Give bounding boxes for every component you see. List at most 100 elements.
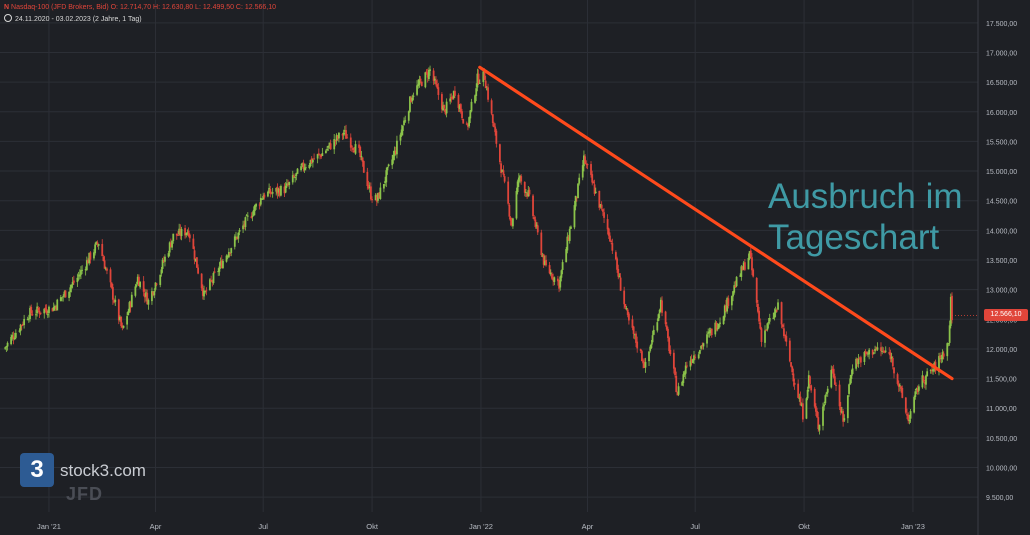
candle-body [283,186,286,194]
candle-body [84,269,87,271]
candle-body [418,79,421,85]
candle-body [549,272,552,275]
candle-body [909,411,912,419]
candle-body [709,329,712,333]
candle-body [881,351,884,353]
y-tick-label: 17.500,00 [986,21,1017,28]
candle-body [501,169,504,173]
candle-body [594,191,597,193]
candle-body [201,288,204,296]
candle-body [271,192,274,194]
candle-body [267,191,269,197]
candle-body [675,376,678,393]
candle-body [335,135,338,141]
x-tick-label: Jan '21 [37,522,61,531]
y-tick-label: 10.000,00 [986,466,1017,473]
candle-body [658,309,661,314]
candle-body [288,182,291,186]
candle-body [349,137,352,148]
candle-body [616,258,618,270]
candle-body [772,317,775,319]
candle-body [542,254,545,265]
candle-body [749,250,752,257]
x-tick-label: Jul [258,522,268,531]
candle-body [727,298,730,306]
y-tick-label: 14.500,00 [986,199,1017,206]
candle-body [527,190,530,197]
candle-body [707,332,710,334]
candle-body [864,351,867,354]
candle-body [801,403,804,420]
candle-body [43,308,46,314]
candle-body [495,130,498,144]
candle-body [316,154,319,159]
candle-body [682,374,685,384]
candle-body [89,252,92,260]
candle-body [295,172,298,176]
candle-body [561,262,564,270]
candle-body [665,325,668,330]
candle-body [444,109,447,114]
candle-body [270,192,273,194]
y-tick-label: 10.500,00 [986,436,1017,443]
candle-body [302,162,305,169]
candle-body [643,363,646,369]
candle-body [130,294,133,308]
candle-body [585,163,588,165]
candle-body [941,352,944,360]
breakout-annotation: Ausbruch im Tageschart [768,176,963,258]
candle-body [863,352,866,362]
candle-body [375,196,378,202]
candle-body [700,345,702,349]
candle-body [162,260,165,262]
candle-body [822,406,824,426]
candle-body [757,303,759,312]
candle-body [403,120,405,126]
candle-body [245,215,248,217]
candle-body [4,347,7,349]
y-tick-label: 11.500,00 [986,377,1017,384]
candle-body [465,123,468,125]
candle-body [459,104,462,113]
candle-body [485,88,488,90]
candle-body [901,387,904,398]
candle-body [884,350,887,352]
candle-body [785,335,788,342]
candle-body [817,417,820,430]
candle-body [394,151,397,154]
candle-body [237,232,240,239]
candle-body [435,80,437,85]
candle-body [867,353,869,355]
candle-body [742,262,745,270]
candle-body [68,291,70,298]
candle-body [509,217,512,221]
candle-body [168,242,171,253]
candle-body [235,236,237,238]
candle-body [906,413,908,416]
candle-body [626,309,629,315]
nasdaq-symbol-icon: N [4,4,10,11]
candle-body [913,397,916,413]
candle-body [358,144,360,148]
candle-body [773,312,776,318]
candle-body [507,181,510,204]
candle-body [584,156,587,164]
candle-body [526,192,529,197]
candle-body [311,159,314,163]
trendline [478,65,954,381]
candle-body [200,273,203,289]
candle-body [592,181,595,184]
candle-body [633,334,636,336]
candle-body [515,190,518,219]
candle-body [386,166,389,171]
candle-body [560,270,563,278]
candle-body [699,350,701,354]
candle-body [533,217,536,220]
candle-body [45,309,48,314]
candle-body [53,306,56,309]
last-price-tag: 12.566,10 [984,309,1028,322]
candle-body [450,97,453,99]
candle-body [715,322,718,330]
y-tick-label: 11.000,00 [986,406,1017,413]
candle-body [478,82,481,84]
